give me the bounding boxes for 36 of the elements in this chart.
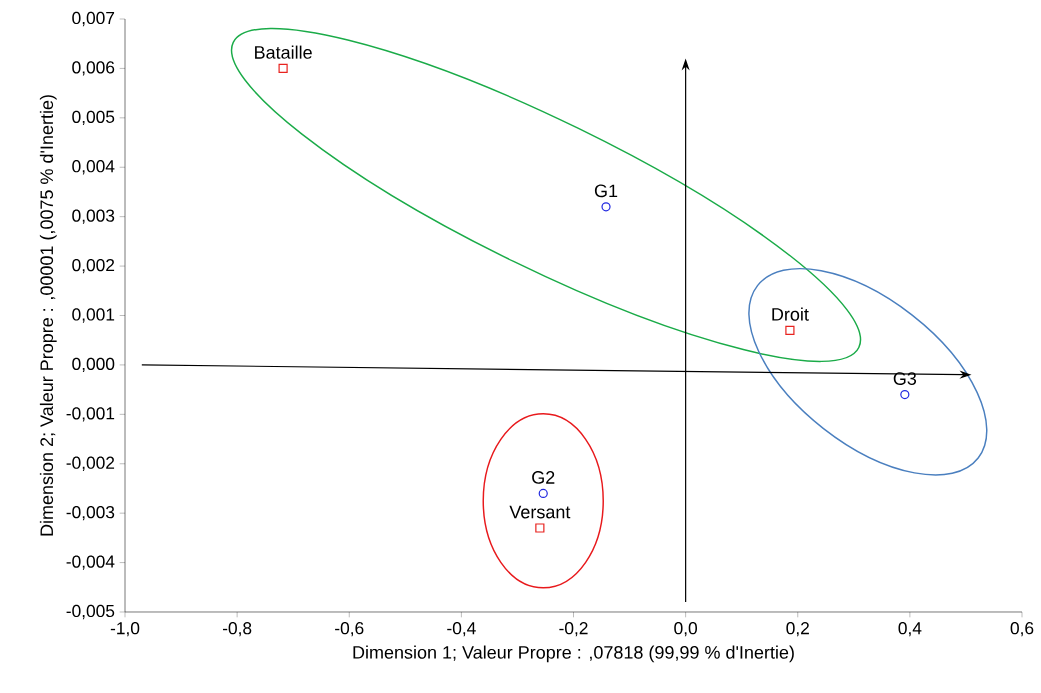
y-tick-label: 0,004 xyxy=(72,160,115,175)
point xyxy=(785,325,795,335)
x-tick-label: -0,2 xyxy=(559,622,588,637)
x-tick-label: -0,6 xyxy=(335,622,364,637)
y-tick-label: 0,000 xyxy=(72,357,115,373)
y-tick-label: -0,005 xyxy=(66,604,115,620)
point xyxy=(535,523,545,533)
annotation: G3 xyxy=(893,372,917,385)
x-tick-label: 0,2 xyxy=(786,622,809,637)
y-tick-label: -0,003 xyxy=(66,506,115,521)
point xyxy=(538,488,548,498)
y-tick-label: 0,002 xyxy=(72,258,115,274)
annotation: Versant xyxy=(509,505,571,519)
annotation: Bataille xyxy=(255,45,312,59)
x-tick-label: 0,4 xyxy=(898,622,922,637)
y-tick-label: 0,003 xyxy=(72,209,115,224)
x-tick-label: -0,8 xyxy=(222,622,252,637)
x-tick-label: -0,4 xyxy=(447,622,476,637)
y-tick-label: -0,002 xyxy=(66,456,115,471)
point xyxy=(601,202,611,212)
y-tick-label: 0,007 xyxy=(72,11,115,27)
y-tick-label: 0,001 xyxy=(72,308,115,323)
x-tick-label: 0,0 xyxy=(674,622,698,637)
point xyxy=(900,389,910,400)
y-tick-label: -0,004 xyxy=(66,555,115,570)
y-tick-label: 0,005 xyxy=(72,110,115,125)
y-axis-title: Dimension 2; Valeur Propre : ,00001 (,0075 % d'Inertie) xyxy=(39,95,57,536)
x-axis-title: Dimension 1; Valeur Propre : ,07818 (99,99 % d'Inertie) xyxy=(353,645,794,663)
x-tick-label: -1,0 xyxy=(110,622,140,637)
y-tick-label: -0,001 xyxy=(66,407,115,422)
annotation: G2 xyxy=(532,471,555,484)
point xyxy=(278,63,288,74)
x-tick-label: 0,6 xyxy=(1010,622,1034,637)
annotation: G1 xyxy=(594,184,618,198)
annotation: Droit xyxy=(772,307,809,321)
y-tick-label: 0,006 xyxy=(72,61,115,76)
